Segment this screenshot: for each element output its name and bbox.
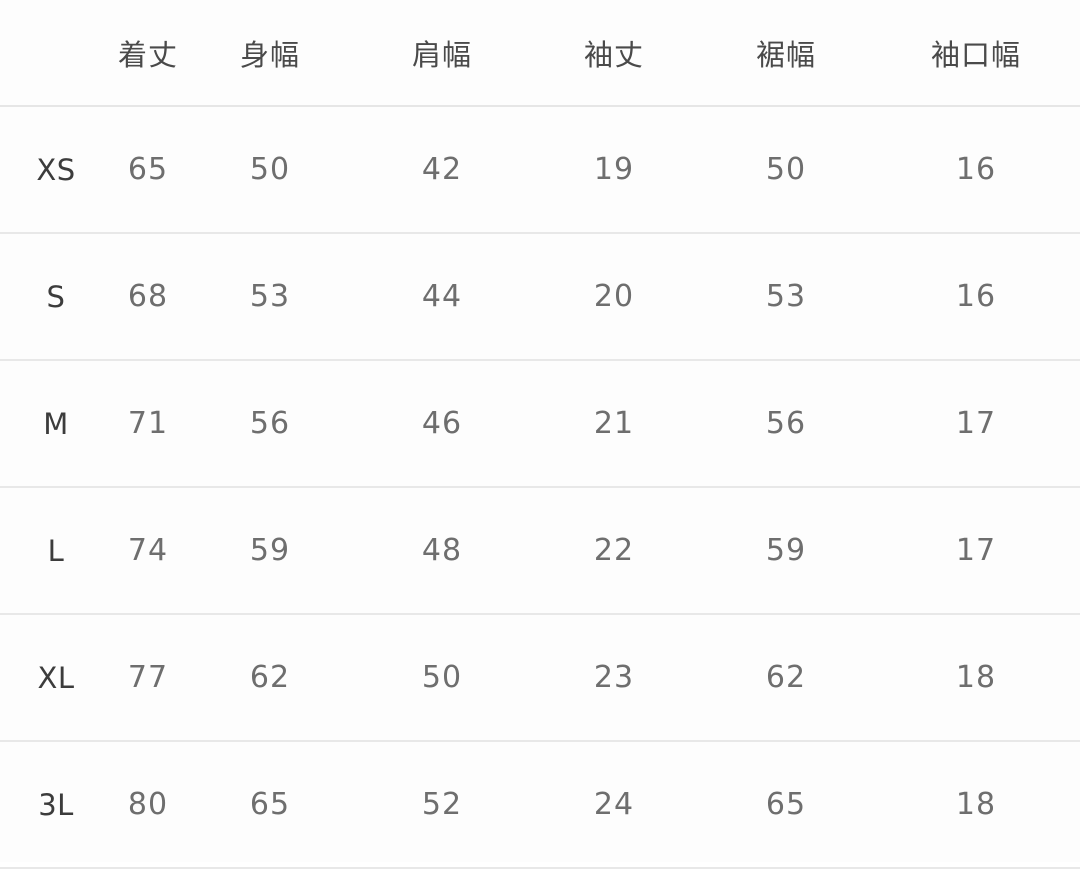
header-cell-sleeve-length: 袖丈 xyxy=(528,0,700,107)
cell-value: 50 xyxy=(356,614,528,742)
cell-value: 42 xyxy=(356,106,528,234)
header-cell-size xyxy=(0,0,112,107)
table-row: S 68 53 44 20 53 16 xyxy=(0,233,1080,361)
cell-value: 65 xyxy=(700,741,872,869)
cell-value: 19 xyxy=(528,106,700,234)
cell-value: 62 xyxy=(184,614,356,742)
cell-value: 46 xyxy=(356,360,528,488)
header-cell-shoulder-width: 肩幅 xyxy=(356,0,528,107)
header-row: 着丈 身幅 肩幅 袖丈 裾幅 袖口幅 xyxy=(0,0,1080,107)
cell-value: 53 xyxy=(700,233,872,361)
cell-value: 23 xyxy=(528,614,700,742)
cell-value: 74 xyxy=(112,487,184,615)
row-size-label: 3L xyxy=(0,741,112,869)
row-size-label: S xyxy=(0,233,112,361)
cell-value: 56 xyxy=(184,360,356,488)
cell-value: 17 xyxy=(872,360,1080,488)
cell-value: 18 xyxy=(872,741,1080,869)
cell-value: 48 xyxy=(356,487,528,615)
cell-value: 77 xyxy=(112,614,184,742)
cell-value: 17 xyxy=(872,487,1080,615)
cell-value: 24 xyxy=(528,741,700,869)
cell-value: 20 xyxy=(528,233,700,361)
cell-value: 44 xyxy=(356,233,528,361)
cell-value: 16 xyxy=(872,106,1080,234)
header-cell-cuff-width: 袖口幅 xyxy=(872,0,1080,107)
table-body: XS 65 50 42 19 50 16 S 68 53 44 20 53 16… xyxy=(0,106,1080,869)
table-row: L 74 59 48 22 59 17 xyxy=(0,487,1080,615)
cell-value: 62 xyxy=(700,614,872,742)
cell-value: 56 xyxy=(700,360,872,488)
cell-value: 18 xyxy=(872,614,1080,742)
cell-value: 59 xyxy=(184,487,356,615)
table-row: 3L 80 65 52 24 65 18 xyxy=(0,741,1080,869)
table-row: M 71 56 46 21 56 17 xyxy=(0,360,1080,488)
cell-value: 71 xyxy=(112,360,184,488)
cell-value: 16 xyxy=(872,233,1080,361)
cell-value: 50 xyxy=(184,106,356,234)
row-size-label: M xyxy=(0,360,112,488)
cell-value: 22 xyxy=(528,487,700,615)
cell-value: 65 xyxy=(184,741,356,869)
cell-value: 65 xyxy=(112,106,184,234)
header-cell-body-width: 身幅 xyxy=(184,0,356,107)
header-cell-length: 着丈 xyxy=(112,0,184,107)
header-cell-hem-width: 裾幅 xyxy=(700,0,872,107)
cell-value: 80 xyxy=(112,741,184,869)
cell-value: 52 xyxy=(356,741,528,869)
row-size-label: XS xyxy=(0,106,112,234)
cell-value: 50 xyxy=(700,106,872,234)
cell-value: 53 xyxy=(184,233,356,361)
row-size-label: L xyxy=(0,487,112,615)
table-header: 着丈 身幅 肩幅 袖丈 裾幅 袖口幅 xyxy=(0,0,1080,107)
cell-value: 59 xyxy=(700,487,872,615)
table-row: XL 77 62 50 23 62 18 xyxy=(0,614,1080,742)
table-row: XS 65 50 42 19 50 16 xyxy=(0,106,1080,234)
cell-value: 21 xyxy=(528,360,700,488)
row-size-label: XL xyxy=(0,614,112,742)
cell-value: 68 xyxy=(112,233,184,361)
